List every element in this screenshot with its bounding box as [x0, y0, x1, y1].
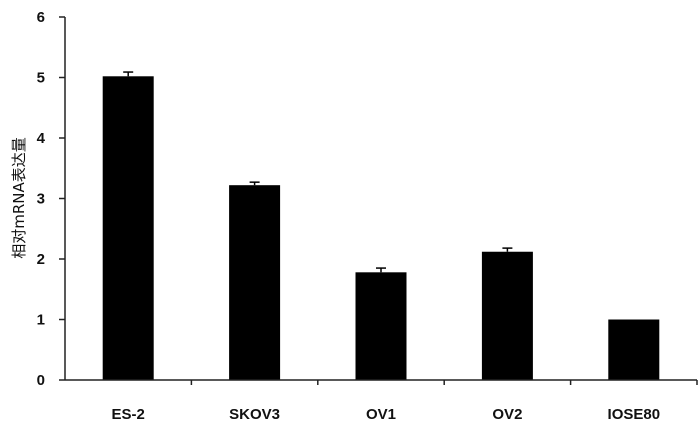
x-axis: ES-2 SKOV3 OV1 OV2 IOSE80 — [65, 379, 698, 423]
bar-skov3 — [229, 185, 281, 380]
bar-es-2 — [102, 76, 154, 380]
bars-layer — [102, 76, 660, 380]
bar-ov1 — [355, 272, 407, 380]
bar-ov2 — [481, 251, 533, 380]
y-tick-label: 4 — [37, 130, 46, 147]
y-tick-label: 5 — [37, 70, 45, 87]
y-tick-label: 2 — [37, 251, 45, 268]
x-tick-label: SKOV3 — [229, 406, 280, 423]
x-tick-label: ES-2 — [112, 406, 145, 423]
y-axis: 0 1 2 3 4 5 6 — [37, 9, 66, 389]
y-tick-label: 6 — [37, 9, 45, 26]
bar-iose80 — [608, 319, 660, 380]
x-tick-label: OV2 — [492, 406, 522, 423]
y-tick-label: 0 — [37, 372, 45, 389]
y-axis-title: 相对mRNA表达量 — [10, 137, 28, 259]
y-tick-label: 3 — [37, 191, 45, 208]
x-tick-label: OV1 — [366, 406, 396, 423]
error-bars-layer — [123, 71, 513, 273]
y-tick-label: 1 — [37, 312, 45, 329]
x-tick-label: IOSE80 — [608, 406, 661, 423]
